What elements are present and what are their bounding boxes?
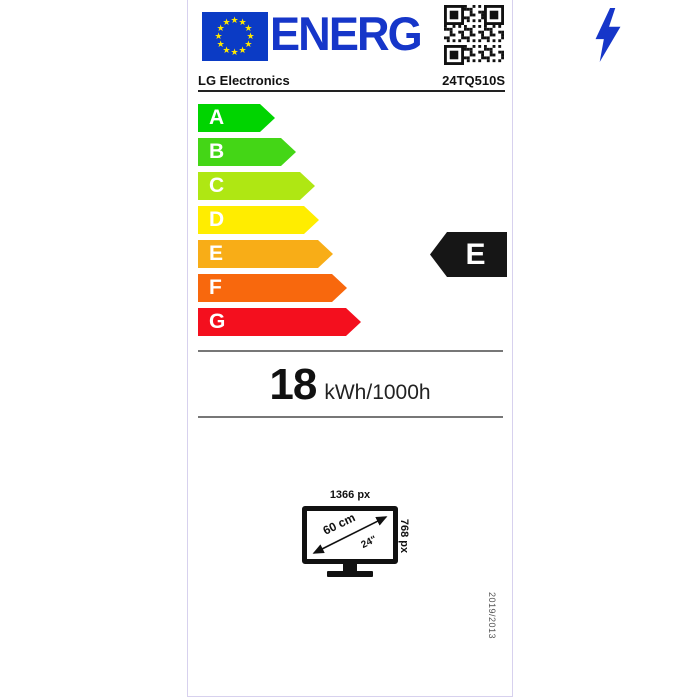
diagonal-arrow: [312, 516, 388, 554]
eu-star-icon: ★: [222, 17, 231, 28]
scale-arrow-d: D: [198, 206, 319, 234]
scale-arrow-e: E: [198, 240, 333, 268]
qr-code: [444, 5, 504, 65]
rating-indicator-arrow: E: [430, 232, 507, 277]
eu-star-icon: ★: [246, 31, 255, 41]
eu-star-icon: ★: [216, 23, 225, 33]
eu-star-icon: ★: [222, 44, 231, 55]
eu-star-icon: ★: [230, 47, 239, 57]
consumption-divider-bottom: [198, 416, 503, 418]
scale-arrow-c: C: [198, 172, 315, 200]
eu-star-icon: ★: [230, 15, 239, 25]
vertical-resolution-label: 768 px: [398, 518, 410, 554]
consumption-divider-top: [198, 350, 503, 352]
regulation-number: 2019/2013: [487, 592, 497, 640]
monitor-diagram: [302, 506, 398, 564]
eu-star-icon: ★: [238, 44, 247, 55]
eu-star-icon: ★: [244, 23, 253, 33]
model-identifier: 24TQ510S: [442, 73, 505, 88]
energy-label: ★ ★ ★ ★ ★ ★ ★ ★ ★ ★ ★ ★ ENERG LG Electronics 24TQ51…: [187, 0, 621, 697]
energ-logo-text: ENERG: [270, 7, 423, 60]
eu-star-icon: ★: [214, 31, 223, 41]
eu-star-icon: ★: [216, 39, 225, 49]
scale-arrow-f: F: [198, 274, 347, 302]
monitor-stand-base: [327, 571, 373, 577]
consumption-value: 18: [269, 360, 317, 409]
header-divider: [198, 90, 505, 92]
eu-flag-icon: ★ ★ ★ ★ ★ ★ ★ ★ ★ ★ ★ ★: [202, 12, 268, 61]
horizontal-resolution-label: 1366 px: [329, 489, 371, 501]
eu-star-icon: ★: [244, 39, 253, 49]
monitor-stand-neck: [343, 564, 357, 572]
scale-arrow-g: G: [198, 308, 361, 336]
energy-consumption: 18 kWh/1000h: [188, 360, 512, 410]
lightning-bolt-icon: [595, 8, 621, 67]
efficiency-scale: A B C D E F G: [198, 104, 361, 342]
consumption-unit: kWh/1000h: [324, 381, 431, 404]
scale-arrow-b: B: [198, 138, 296, 166]
eu-star-icon: ★: [238, 17, 247, 28]
scale-arrow-a: A: [198, 104, 275, 132]
supplier-name: LG Electronics: [198, 73, 290, 88]
supplier-model-row: LG Electronics 24TQ510S: [198, 73, 505, 88]
